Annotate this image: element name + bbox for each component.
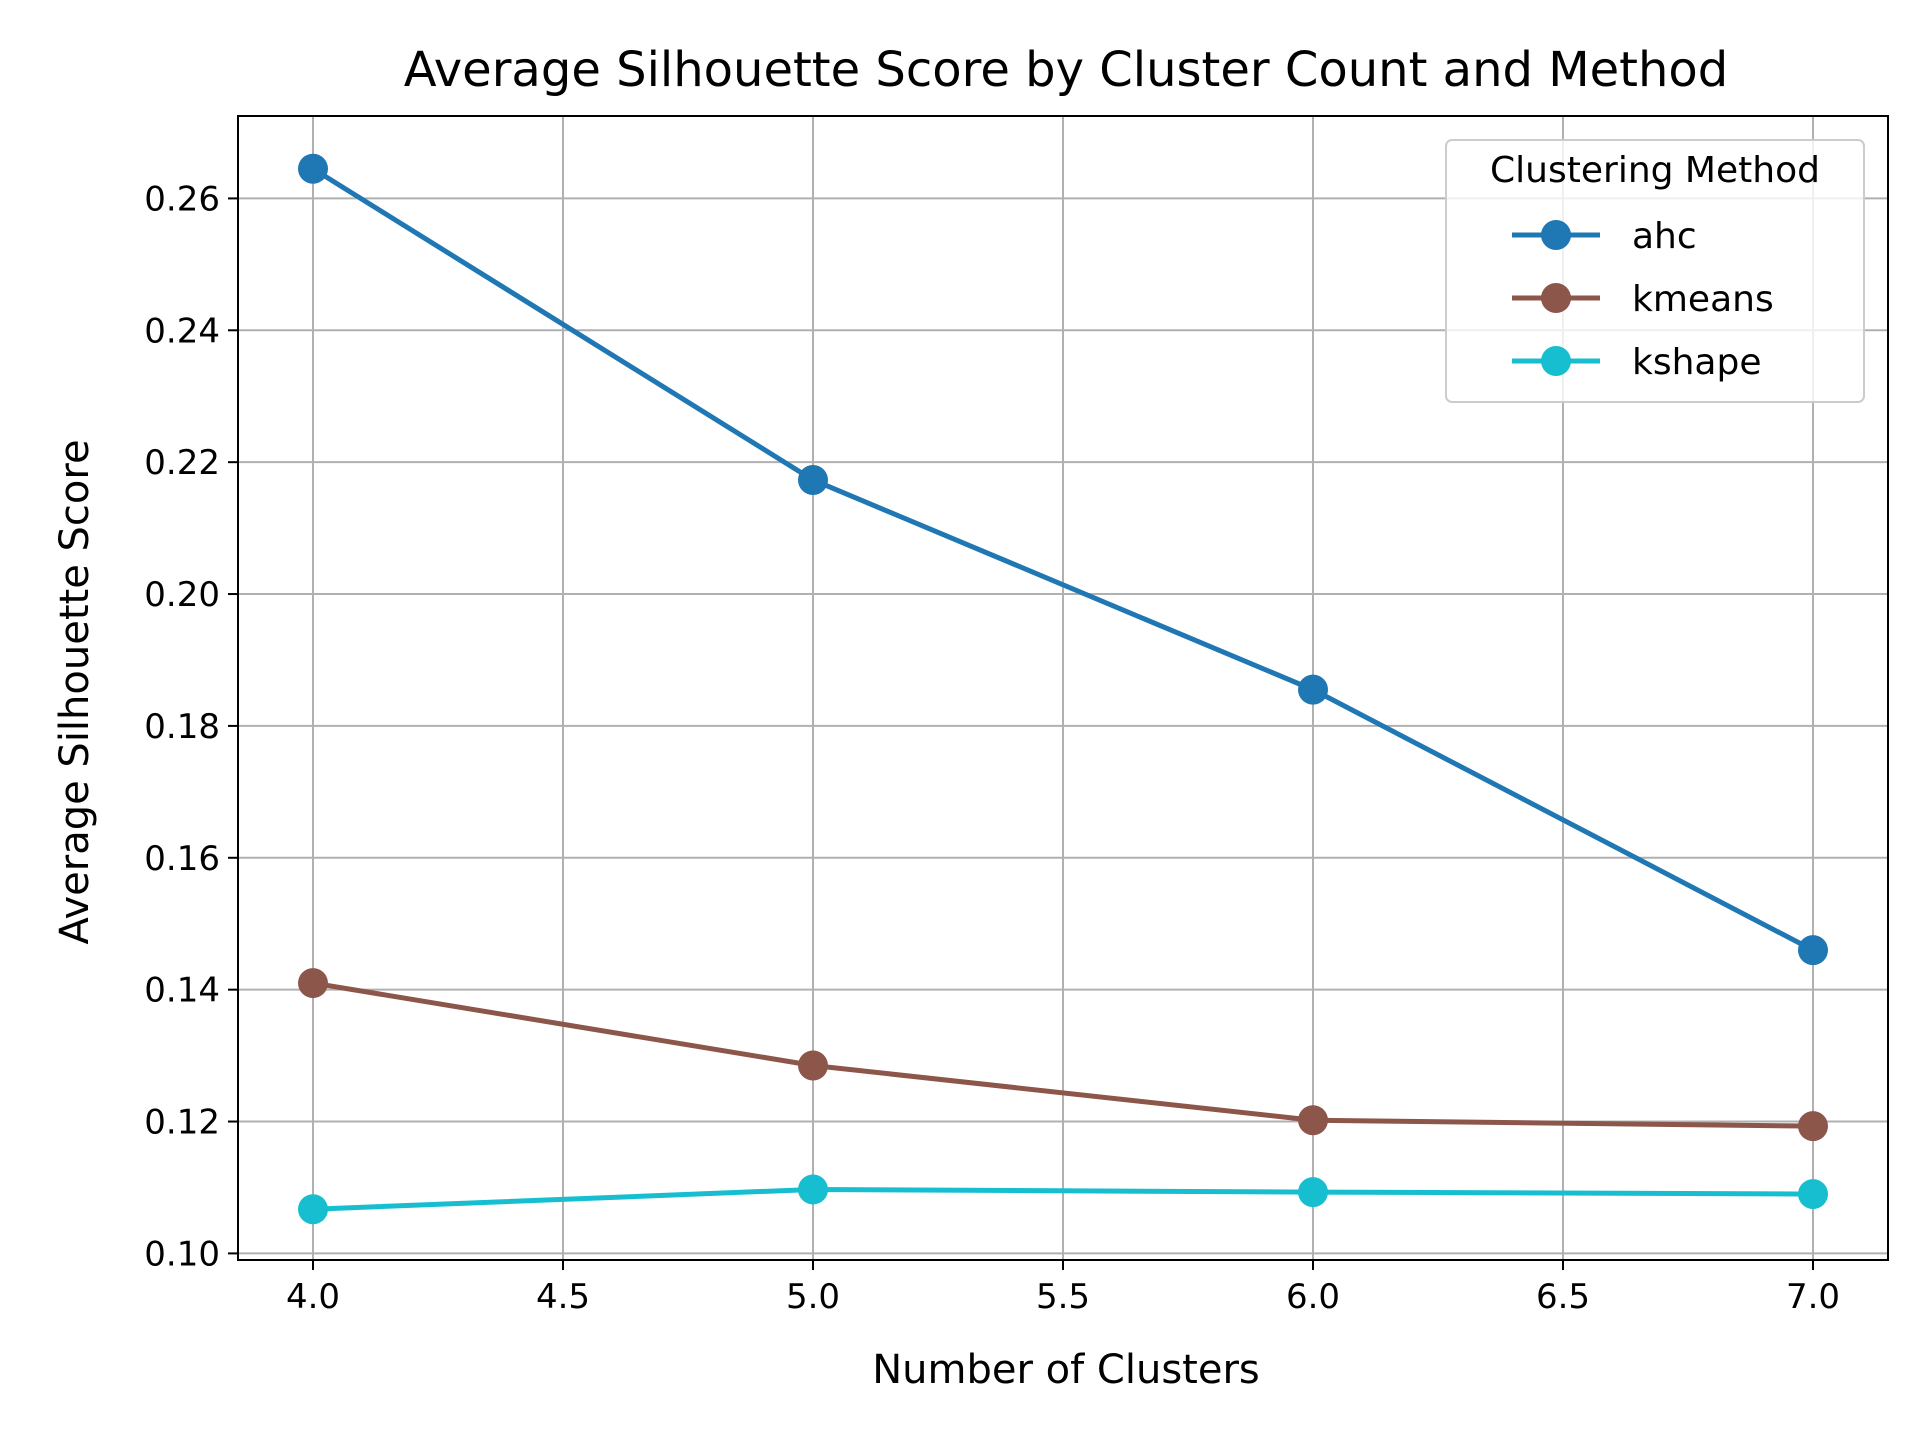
data-point-kshape	[798, 1174, 828, 1205]
y-tick-label: 0.18	[144, 707, 220, 747]
grid-lines	[238, 116, 1888, 1260]
legend-marker-kmeans	[1541, 283, 1571, 313]
series-line-kmeans	[310, 980, 1816, 1129]
legend-items: ahc kmeans kshape	[1512, 216, 1774, 383]
legend-label-ahc: ahc	[1632, 216, 1697, 257]
data-point-ahc	[1798, 935, 1828, 966]
data-point-kshape	[1298, 1177, 1328, 1208]
series-line-kshape	[310, 1186, 1816, 1212]
legend-marker-ahc	[1541, 220, 1571, 250]
data-point-ahc	[1298, 674, 1328, 705]
data-point-kmeans	[1298, 1105, 1328, 1136]
legend-item-kshape: kshape	[1512, 342, 1761, 383]
axis-ticks: 4.0 4.5 5.0 5.5 6.0 6.5 7.0 0.10 0.12 0.14 0.16 0.1…	[144, 179, 1840, 1317]
y-tick-label: 0.22	[144, 443, 220, 483]
chart-title: Average Silhouette Score by Cluster Coun…	[404, 42, 1729, 98]
legend-box	[1445, 139, 1865, 403]
data-point-kshape	[298, 1194, 328, 1225]
series-line-ahc	[309, 165, 1817, 954]
y-tick-label: 0.10	[144, 1234, 220, 1274]
legend: Clustering Method ahc kmeans kshape	[1445, 139, 1865, 403]
x-axis-title: Number of Clusters	[872, 1347, 1259, 1393]
legend-label-kmeans: kmeans	[1632, 279, 1774, 320]
x-tick-label: 7.0	[1786, 1277, 1840, 1317]
data-point-kmeans	[1798, 1111, 1828, 1142]
series-kmeans	[298, 968, 1828, 1142]
x-tick-label: 6.5	[1536, 1277, 1590, 1317]
series-ahc	[298, 153, 1828, 966]
y-tick-label: 0.12	[144, 1103, 220, 1143]
data-point-kmeans	[798, 1050, 828, 1081]
data-point-ahc	[798, 464, 828, 495]
data-point-kmeans	[298, 968, 328, 999]
x-tick-label: 5.5	[1036, 1277, 1090, 1317]
y-tick-label: 0.14	[144, 971, 220, 1011]
x-tick-label: 6.0	[1286, 1277, 1340, 1317]
data-point-ahc	[298, 153, 328, 184]
legend-item-kmeans: kmeans	[1512, 279, 1774, 320]
y-tick-label: 0.16	[144, 839, 220, 879]
y-tick-label: 0.26	[144, 179, 220, 219]
x-tick-label: 5.0	[786, 1277, 840, 1317]
legend-title: Clustering Method	[1490, 150, 1820, 191]
y-tick-label: 0.20	[144, 575, 220, 615]
legend-marker-kshape	[1541, 346, 1571, 376]
legend-label-kshape: kshape	[1632, 342, 1761, 383]
x-tick-label: 4.0	[286, 1277, 340, 1317]
series-layer	[298, 153, 1828, 1225]
legend-item-ahc: ahc	[1512, 216, 1697, 257]
series-kshape	[298, 1174, 1828, 1225]
x-tick-label: 4.5	[536, 1277, 590, 1317]
y-axis-title: Average Silhouette Score	[52, 439, 98, 944]
y-tick-label: 0.24	[144, 311, 220, 351]
data-point-kshape	[1798, 1179, 1828, 1210]
